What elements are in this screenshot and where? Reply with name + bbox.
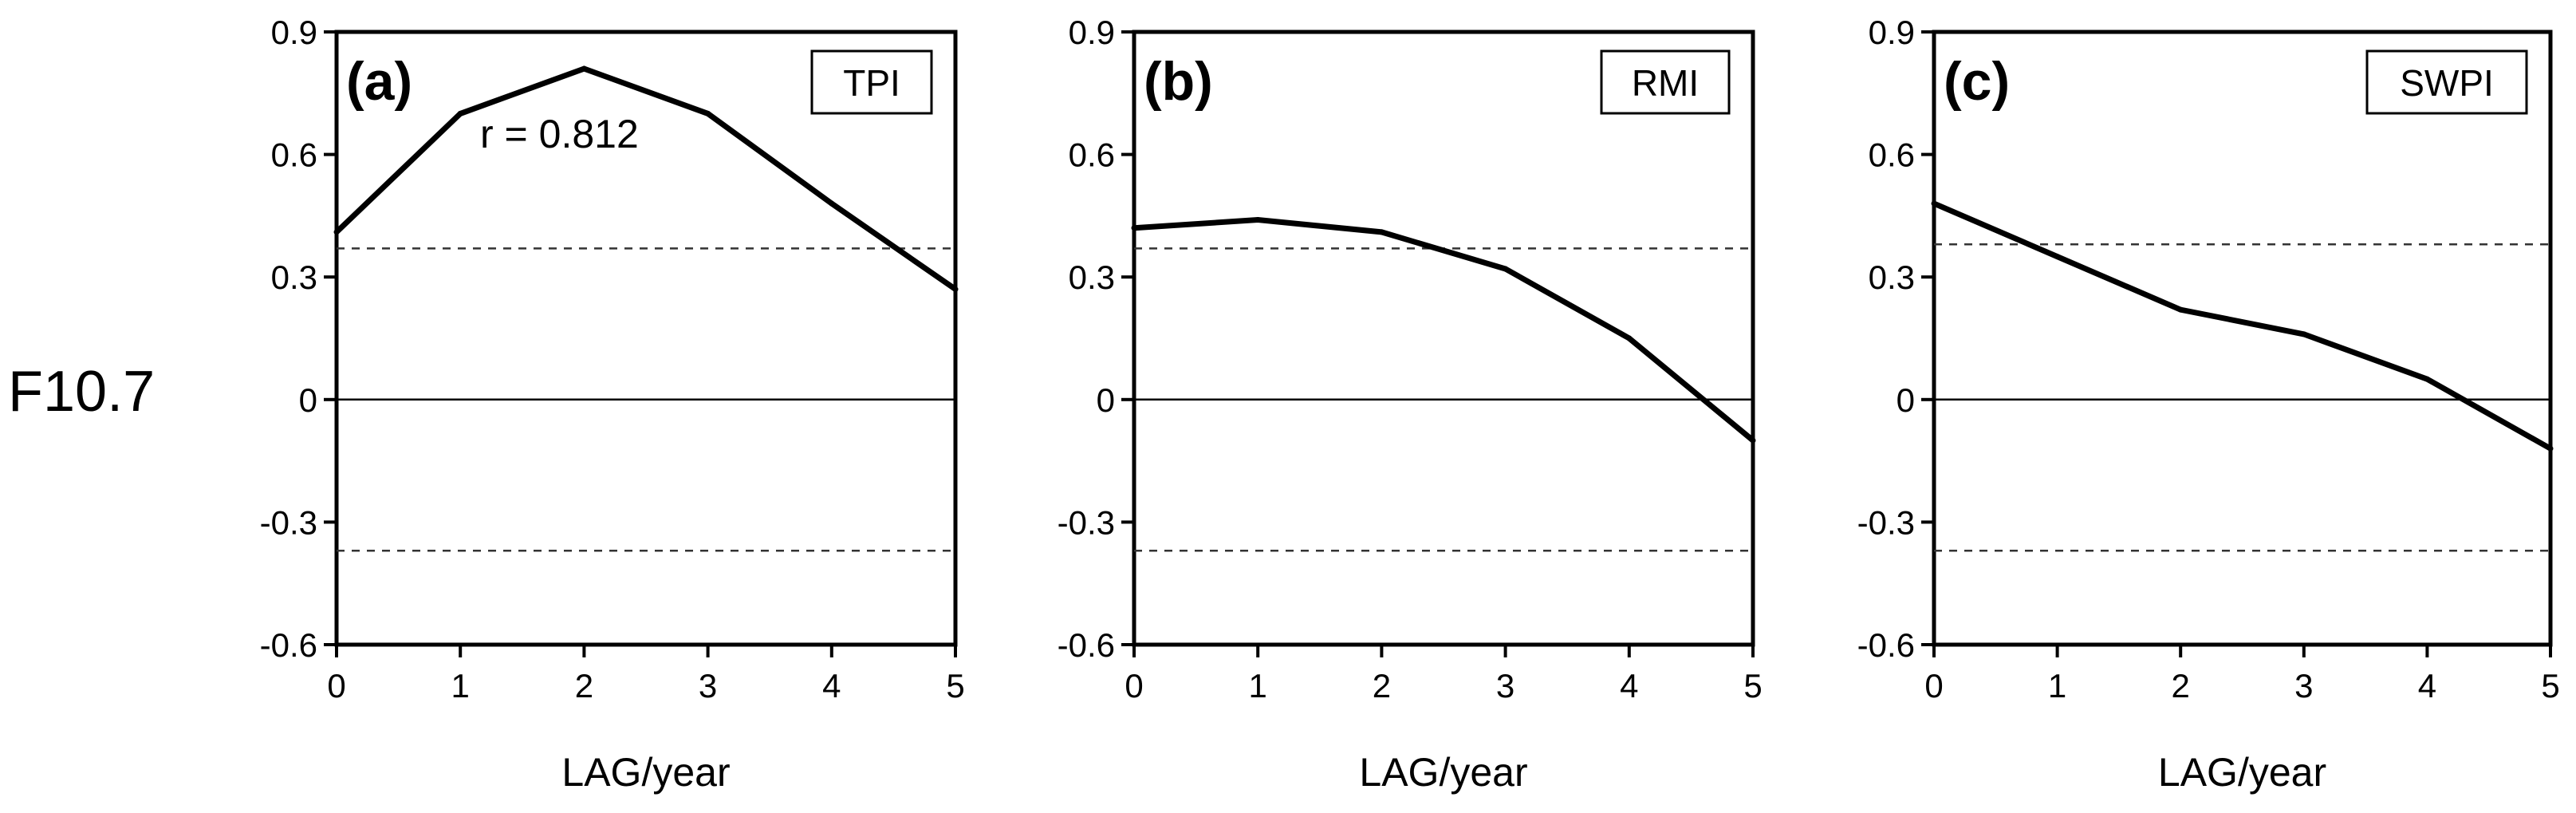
y-tick-label: -0.3 xyxy=(1857,503,1915,541)
y-tick-label: -0.6 xyxy=(1857,626,1915,664)
data-point xyxy=(2177,306,2184,313)
data-point xyxy=(705,110,711,116)
legend-box xyxy=(810,49,933,115)
x-tick-label: 4 xyxy=(822,667,841,704)
data-point xyxy=(1503,266,1509,272)
panel-c: -0.6 -0.3 0 0.3 0.6 0.9 0 1 2 3 4 5 LAG/year (c) SWPI xyxy=(1857,14,2560,795)
x-tick-label: 1 xyxy=(2048,667,2066,704)
x-tick-label: 1 xyxy=(1249,667,1267,704)
x-axis-title: LAG/year xyxy=(561,750,730,795)
y-tick-label: -0.3 xyxy=(260,503,317,541)
data-point xyxy=(829,200,835,207)
x-axis-title: LAG/year xyxy=(2158,750,2326,795)
panel-a: -0.6 -0.3 0 0.3 0.6 0.9 0 1 2 3 4 5 LAG/year (a) TPI r … xyxy=(260,14,965,795)
x-tick-label: 5 xyxy=(946,667,964,704)
y-tick-label: 0.9 xyxy=(1869,14,1915,51)
panel-letter: (b) xyxy=(1144,51,1213,112)
data-point xyxy=(2301,331,2307,337)
series-line xyxy=(334,65,957,292)
data-point xyxy=(2054,254,2061,260)
x-axis-title: LAG/year xyxy=(1359,750,1527,795)
x-tick-label: 5 xyxy=(2541,667,2559,704)
data-point xyxy=(1131,225,1137,231)
data-point xyxy=(2547,445,2554,452)
y-tick-label: 0.3 xyxy=(1869,259,1915,296)
x-tick-label: 3 xyxy=(699,667,717,704)
x-tick-label: 2 xyxy=(575,667,593,704)
data-point xyxy=(1626,335,1633,341)
x-tick-label: 0 xyxy=(1125,667,1143,704)
data-point xyxy=(2424,376,2430,382)
legend-box xyxy=(2365,49,2528,115)
y-tick-label: 0 xyxy=(299,381,317,419)
x-tick-label: 0 xyxy=(1924,667,1943,704)
plot-frame xyxy=(1132,30,1755,647)
plot-frame xyxy=(334,30,958,647)
legend-label: RMI xyxy=(1632,62,1699,104)
plot-frame xyxy=(1932,30,2553,647)
data-point xyxy=(1255,217,1261,223)
data-point xyxy=(333,229,340,235)
legend-label: TPI xyxy=(843,62,900,104)
panel-b: -0.6 -0.3 0 0.3 0.6 0.9 0 1 2 3 4 5 LAG/year (b) RMI xyxy=(1058,14,1763,795)
y-tick-label: 0 xyxy=(1897,381,1915,419)
panel-letter: (c) xyxy=(1944,51,2010,112)
x-tick-label: 5 xyxy=(1743,667,1762,704)
y-tick-label: 0.3 xyxy=(1069,259,1115,296)
x-tick-label: 3 xyxy=(1496,667,1514,704)
y-tick-label: -0.6 xyxy=(260,626,317,664)
x-tick-label: 3 xyxy=(2294,667,2313,704)
data-point xyxy=(952,286,959,293)
y-tick-label: 0.9 xyxy=(271,14,317,51)
x-tick-label: 4 xyxy=(2418,667,2436,704)
panel-letter: (a) xyxy=(346,51,412,112)
y-tick-label: 0.3 xyxy=(271,259,317,296)
x-tick-label: 1 xyxy=(451,667,470,704)
correlation-annotation: r = 0.812 xyxy=(480,112,639,156)
y-tick-label: -0.6 xyxy=(1058,626,1115,664)
data-point xyxy=(581,65,587,72)
data-point xyxy=(1750,437,1756,444)
y-tick-label: 0.6 xyxy=(1069,136,1115,174)
x-tick-label: 0 xyxy=(327,667,345,704)
x-tick-label: 2 xyxy=(2172,667,2190,704)
y-tick-label: 0.6 xyxy=(1869,136,1915,174)
data-point xyxy=(457,110,463,116)
legend-label: SWPI xyxy=(2400,62,2494,104)
series-line xyxy=(1133,217,1755,443)
y-tick-label: -0.3 xyxy=(1058,503,1115,541)
y-tick-label: 0 xyxy=(1097,381,1115,419)
row-label: F10.7 xyxy=(8,360,156,424)
y-tick-label: 0.9 xyxy=(1069,14,1115,51)
data-point xyxy=(1378,229,1385,235)
x-tick-label: 4 xyxy=(1620,667,1638,704)
y-tick-label: 0.6 xyxy=(271,136,317,174)
legend-box xyxy=(1600,49,1731,115)
data-point xyxy=(1931,200,1937,207)
x-tick-label: 2 xyxy=(1373,667,1391,704)
series-line xyxy=(1932,200,2552,452)
